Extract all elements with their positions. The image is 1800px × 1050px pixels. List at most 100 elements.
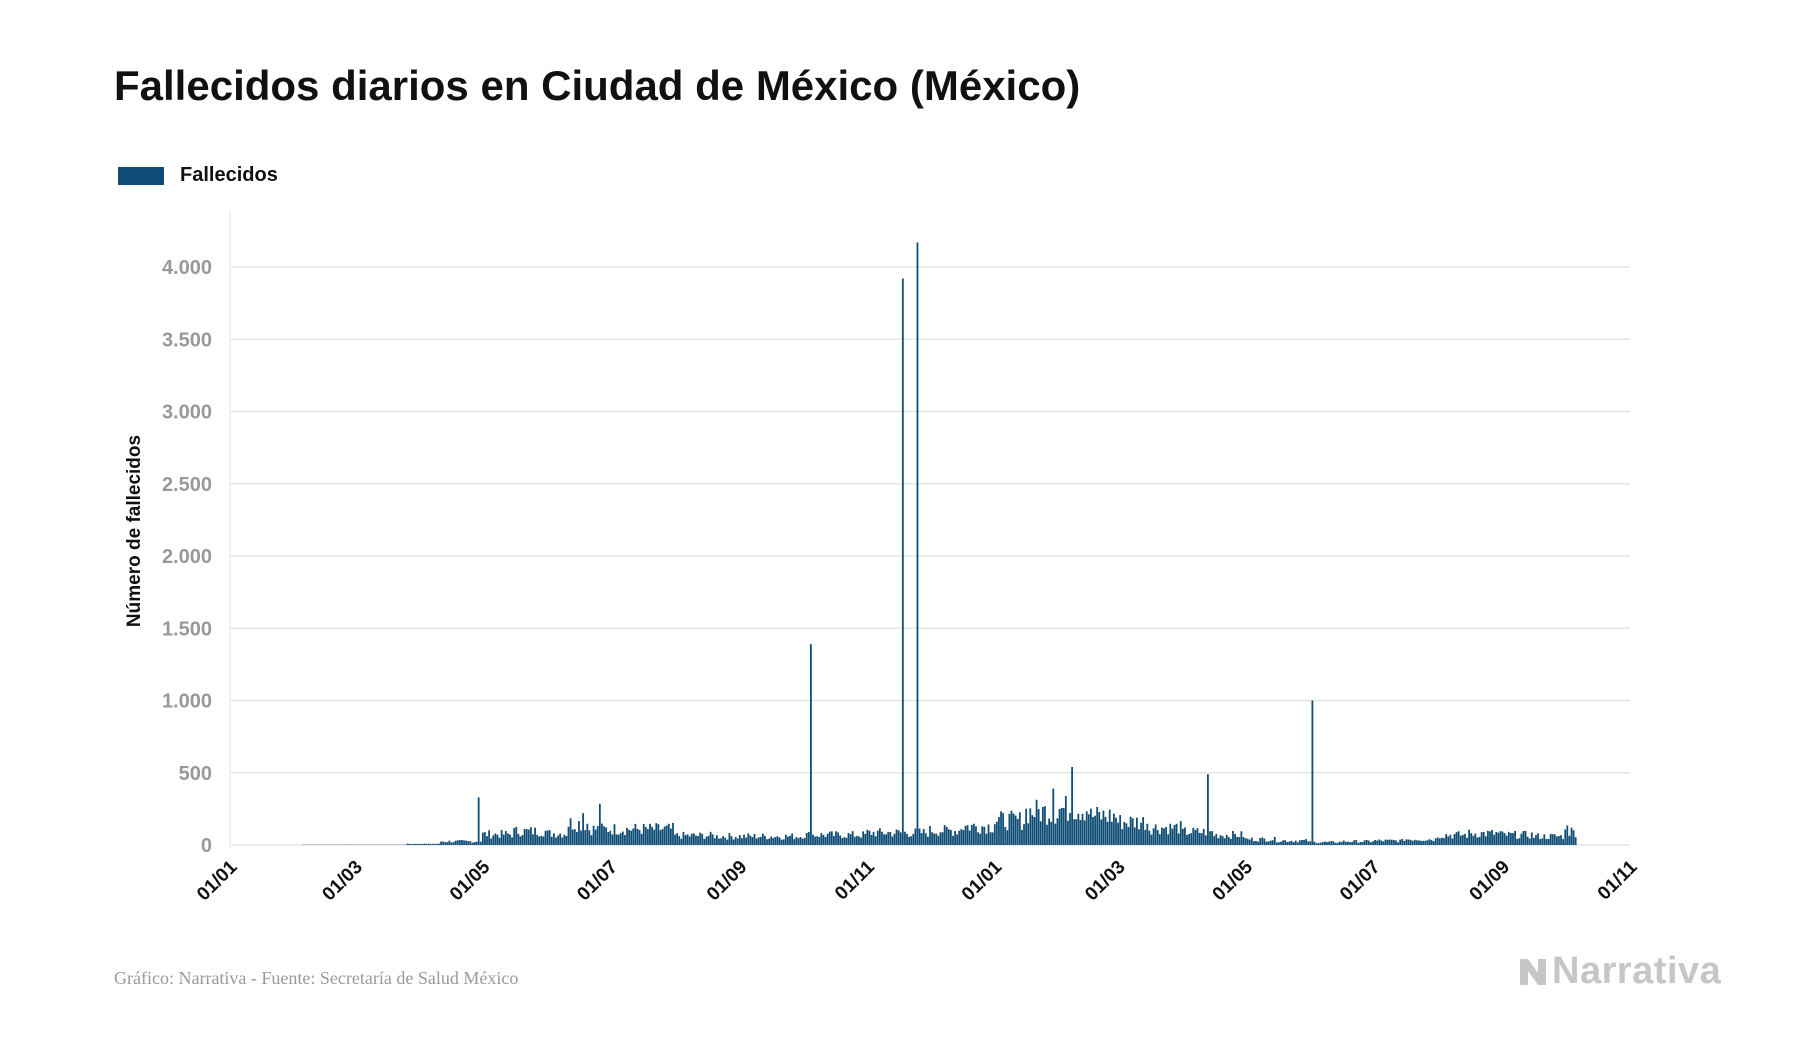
bar (1386, 839, 1389, 845)
bar (467, 840, 470, 845)
bar (619, 833, 622, 845)
bar (1004, 826, 1007, 845)
bar (832, 835, 835, 845)
bar (638, 830, 641, 845)
bar (1372, 841, 1374, 845)
bar (1023, 824, 1025, 845)
bar (692, 833, 695, 845)
bar (1131, 818, 1134, 845)
bar (438, 843, 440, 845)
bar (598, 803, 601, 845)
bar (845, 837, 848, 845)
bar (782, 839, 785, 845)
bar (707, 835, 710, 845)
bar (580, 830, 582, 845)
bar (1041, 807, 1044, 845)
bar (1457, 831, 1460, 845)
bar (743, 834, 745, 845)
bar (1319, 842, 1322, 845)
bar (1418, 840, 1420, 845)
bar (647, 829, 649, 845)
bar (1018, 812, 1021, 845)
bar (993, 824, 996, 845)
bar (841, 838, 844, 845)
bar (1413, 839, 1416, 845)
bar (475, 841, 478, 845)
bar (972, 823, 975, 845)
bar (908, 836, 910, 845)
bar (540, 835, 543, 845)
x-tick-label: 01/07 (1336, 857, 1384, 905)
bar (1046, 824, 1048, 845)
bar (1543, 834, 1546, 845)
bar (605, 827, 608, 845)
bar (853, 836, 856, 845)
bar (611, 834, 614, 845)
bar (1545, 838, 1548, 845)
bar (1409, 839, 1412, 845)
bar (665, 825, 668, 845)
bar (1472, 835, 1475, 845)
bar (1459, 835, 1462, 845)
bar (1135, 817, 1138, 845)
bar (1390, 839, 1393, 845)
y-axis-title: Número de fallecidos (124, 435, 145, 627)
bar (1317, 842, 1320, 845)
bar (458, 840, 461, 845)
bar (745, 837, 748, 845)
bar (874, 836, 877, 845)
bar (943, 825, 946, 845)
bar (1436, 837, 1439, 845)
bar (818, 837, 821, 845)
bar (1102, 810, 1105, 845)
bar (828, 831, 831, 845)
bar (469, 841, 472, 845)
bar (895, 829, 898, 845)
bar (901, 278, 904, 845)
bar (1363, 840, 1366, 845)
bar (713, 838, 716, 845)
bar (849, 834, 852, 845)
bar (1553, 834, 1556, 845)
bar (546, 830, 549, 845)
bar (939, 832, 942, 845)
bar (517, 833, 520, 845)
bar (1148, 830, 1151, 845)
bar (448, 840, 451, 845)
bar (538, 836, 541, 845)
bar (1280, 841, 1282, 845)
bar (889, 832, 892, 845)
legend: Fallecidos (118, 164, 278, 187)
bar (931, 832, 933, 845)
bar (552, 833, 555, 845)
bar (661, 829, 664, 845)
bar (1334, 842, 1337, 845)
bar (649, 823, 651, 845)
bar (1165, 826, 1168, 845)
bar (1491, 829, 1493, 845)
bar (1560, 835, 1562, 845)
bar (1052, 788, 1055, 845)
bar (613, 824, 616, 845)
x-tick-label: 01/11 (1594, 856, 1642, 904)
bar (947, 829, 950, 845)
bar (697, 836, 699, 845)
bar (855, 836, 858, 845)
bar (1016, 818, 1019, 845)
bar (1083, 820, 1086, 845)
bar (826, 833, 829, 845)
bar (636, 828, 639, 845)
bar (1401, 838, 1404, 845)
bar (801, 838, 804, 845)
bar (1342, 840, 1345, 845)
bar (486, 836, 488, 845)
bar (1518, 838, 1521, 845)
bar (1006, 830, 1009, 845)
bar (667, 823, 670, 845)
bar (1321, 842, 1324, 845)
bar (730, 836, 733, 845)
bar (1324, 841, 1326, 845)
bar (1411, 840, 1414, 845)
bar (1257, 841, 1259, 845)
bar (1447, 836, 1450, 845)
